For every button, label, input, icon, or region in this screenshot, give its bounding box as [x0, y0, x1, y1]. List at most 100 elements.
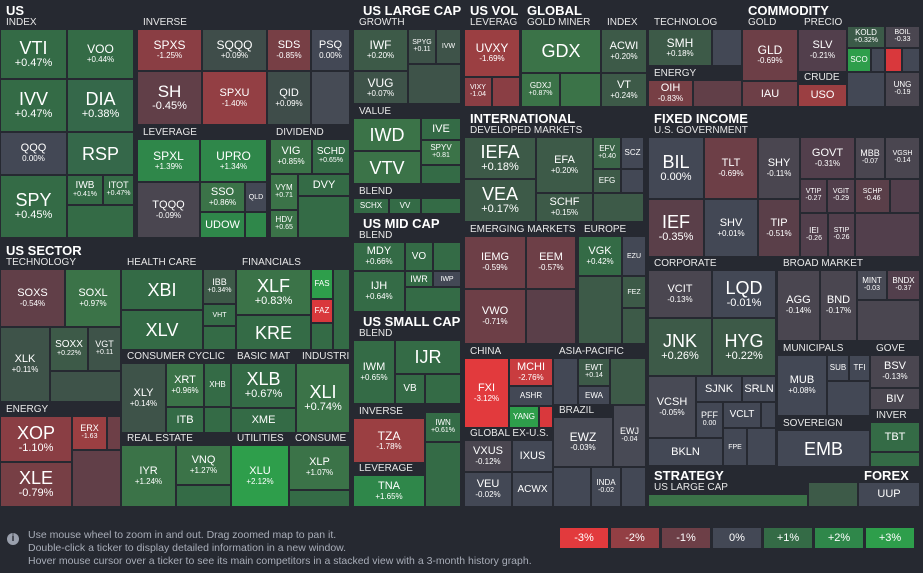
- ticker-iyr[interactable]: IYR +1.24%: [121, 445, 176, 507]
- ticker-tile[interactable]: [245, 212, 267, 238]
- ticker-vtip[interactable]: VTIP -0.27: [800, 179, 827, 213]
- ticker-iwp[interactable]: IWP: [433, 271, 461, 287]
- ticker-sqqq[interactable]: SQQQ +0.09%: [202, 29, 267, 71]
- ticker-sso[interactable]: SSO +0.86%: [200, 182, 245, 212]
- ticker-spy[interactable]: SPY +0.45%: [0, 175, 67, 238]
- ticker-hdv[interactable]: HDV +0.65: [270, 210, 298, 238]
- ticker-tile[interactable]: [176, 485, 231, 507]
- ticker-sco[interactable]: SCO: [847, 48, 871, 72]
- ticker-mdy[interactable]: MDY +0.66%: [353, 242, 405, 271]
- ticker-vht[interactable]: VHT: [203, 304, 236, 326]
- ticker-tlt[interactable]: TLT -0.69%: [704, 137, 758, 199]
- ticker-tqqq[interactable]: TQQQ -0.09%: [137, 182, 200, 238]
- ticker-fpe[interactable]: FPE: [723, 428, 747, 466]
- ticker-itot[interactable]: ITOT +0.47%: [103, 175, 134, 205]
- ticker-tile[interactable]: [622, 308, 646, 344]
- ticker-bkln[interactable]: BKLN: [648, 438, 723, 466]
- ticker-vv[interactable]: VV: [389, 198, 421, 214]
- ticker-vti[interactable]: VTI +0.47%: [0, 29, 67, 79]
- ticker-rsp[interactable]: RSP: [67, 132, 134, 175]
- ticker-xop[interactable]: XOP -1.10%: [0, 416, 72, 462]
- ticker-vwo[interactable]: VWO -0.71%: [464, 289, 526, 344]
- ticker-xli[interactable]: XLI +0.74%: [296, 363, 350, 433]
- ticker-xly[interactable]: XLY +0.14%: [121, 363, 166, 433]
- ticker-pff[interactable]: PFF 0.00: [696, 402, 723, 438]
- ticker-tile[interactable]: [539, 406, 553, 428]
- ticker-tile[interactable]: [204, 407, 231, 433]
- ticker-iemg[interactable]: IEMG -0.59%: [464, 236, 526, 289]
- ticker-vcit[interactable]: VCIT -0.13%: [648, 270, 712, 318]
- ticker-spxu[interactable]: SPXU -1.40%: [202, 71, 267, 125]
- ticker-iwb[interactable]: IWB +0.41%: [67, 175, 103, 205]
- ticker-bsv[interactable]: BSV -0.13%: [870, 355, 920, 388]
- ticker-ewz[interactable]: EWZ -0.03%: [553, 417, 613, 467]
- ticker-tile[interactable]: [72, 450, 121, 507]
- ticker-tile[interactable]: [855, 213, 920, 257]
- ticker-iei[interactable]: IEI -0.26: [800, 213, 828, 257]
- ticker-lqd[interactable]: LQD -0.01%: [712, 270, 776, 318]
- ticker-schf[interactable]: SCHF +0.15%: [536, 193, 593, 222]
- ticker-schx[interactable]: SCHX: [353, 198, 389, 214]
- ticker-eem[interactable]: EEM -0.57%: [526, 236, 576, 289]
- ticker-tile[interactable]: [203, 326, 236, 350]
- ticker-schd[interactable]: SCHD +0.65%: [312, 139, 350, 174]
- ticker-tile[interactable]: [885, 48, 902, 72]
- ticker-gdxj[interactable]: GDXJ +0.87%: [521, 73, 560, 107]
- ticker-tile[interactable]: [621, 467, 646, 507]
- ticker-schp[interactable]: SCHP -0.46: [855, 179, 890, 213]
- ticker-udow[interactable]: UDOW: [200, 212, 245, 238]
- ticker-mint[interactable]: MINT -0.03: [857, 270, 887, 300]
- ticker-tile[interactable]: [289, 490, 350, 507]
- ticker-efv[interactable]: EFV +0.40: [593, 137, 621, 169]
- ticker-ijh[interactable]: IJH +0.64%: [353, 271, 405, 312]
- ticker-mub[interactable]: MUB +0.08%: [777, 355, 827, 416]
- ticker-xlk[interactable]: XLK +0.11%: [0, 327, 50, 402]
- ticker-ashr[interactable]: ASHR: [509, 386, 553, 406]
- ticker-tile[interactable]: [405, 287, 461, 312]
- ticker-shv[interactable]: SHV +0.01%: [704, 199, 758, 257]
- ticker-emb[interactable]: EMB: [777, 430, 870, 467]
- ticker-ewt[interactable]: EWT +0.14: [578, 358, 610, 386]
- ticker-ief[interactable]: IEF -0.35%: [648, 199, 704, 257]
- ticker-acwx[interactable]: ACWX: [512, 472, 553, 507]
- ticker-vb[interactable]: VB: [395, 374, 425, 404]
- ticker-tile[interactable]: [526, 289, 576, 344]
- ticker-xhb[interactable]: XHB: [204, 363, 231, 407]
- ticker-mchi[interactable]: MCHI -2.76%: [509, 358, 553, 386]
- ticker-bndx[interactable]: BNDX -0.37: [887, 270, 920, 300]
- ticker-psq[interactable]: PSQ 0.00%: [311, 29, 350, 71]
- ticker-tile[interactable]: [50, 371, 121, 402]
- ticker-tile[interactable]: [408, 64, 461, 104]
- ticker-tile[interactable]: [847, 72, 885, 107]
- ticker-gld[interactable]: GLD -0.69%: [742, 29, 798, 81]
- ticker-tile[interactable]: [747, 428, 776, 466]
- ticker-vym[interactable]: VYM +0.71: [270, 174, 298, 210]
- ticker-xlu[interactable]: XLU +2.12%: [231, 445, 289, 507]
- ticker-ivv[interactable]: IVV +0.47%: [0, 79, 67, 132]
- ticker-efg[interactable]: EFG: [593, 169, 621, 193]
- ticker-tile[interactable]: [311, 323, 333, 350]
- ticker-ijr[interactable]: IJR: [395, 340, 461, 374]
- ticker-vgit[interactable]: VGIT -0.29: [827, 179, 855, 213]
- ticker-smh[interactable]: SMH +0.18%: [648, 29, 712, 66]
- ticker-tile[interactable]: [553, 467, 591, 507]
- etf-heatmap[interactable]: VTI +0.47% VOO +0.44% IVV +0.47% DIA +0.38% QQQ 0…: [0, 0, 923, 521]
- ticker-ewa[interactable]: EWA: [578, 386, 610, 405]
- ticker-fas[interactable]: FAS: [311, 269, 333, 299]
- ticker-upro[interactable]: UPRO +1.34%: [200, 139, 267, 182]
- ticker-tile[interactable]: [425, 374, 461, 404]
- ticker-srln[interactable]: SRLN: [742, 376, 776, 402]
- ticker-tbt[interactable]: TBT: [870, 422, 920, 452]
- ticker-iwr[interactable]: IWR: [405, 271, 433, 287]
- ticker-tile[interactable]: [421, 198, 461, 214]
- ticker-tile[interactable]: [425, 442, 461, 507]
- ticker-iwm[interactable]: IWM +0.65%: [353, 340, 395, 404]
- ticker-tile[interactable]: [693, 80, 742, 107]
- ticker-tile[interactable]: [827, 381, 870, 416]
- ticker-voo[interactable]: VOO +0.44%: [67, 29, 134, 79]
- ticker-iwn[interactable]: IWN +0.61%: [425, 412, 461, 442]
- ticker-shy[interactable]: SHY -0.11%: [758, 137, 800, 199]
- ticker-fxi[interactable]: FXI -3.12%: [464, 358, 509, 428]
- ticker-tile[interactable]: [593, 193, 644, 222]
- ticker-sjnk[interactable]: SJNK: [696, 376, 742, 402]
